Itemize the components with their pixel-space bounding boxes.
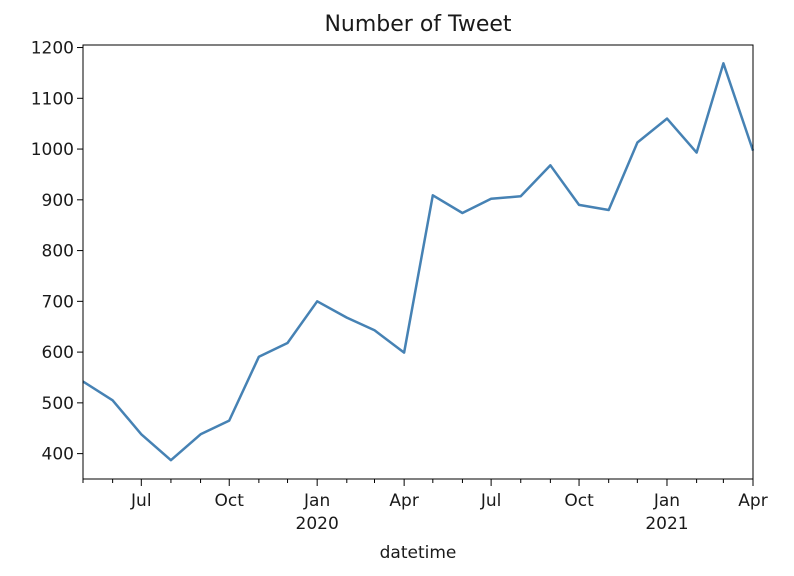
x-axis-label: datetime bbox=[380, 543, 457, 563]
x-tick-year-label: 2021 bbox=[645, 514, 688, 534]
y-tick-label: 600 bbox=[42, 343, 74, 363]
y-tick-label: 800 bbox=[42, 242, 74, 262]
y-tick-label: 900 bbox=[42, 191, 74, 211]
x-tick-label: Apr bbox=[738, 491, 767, 511]
plot-frame bbox=[82, 44, 754, 480]
y-tick-label: 1200 bbox=[31, 39, 74, 59]
x-tick-label: Jan bbox=[303, 491, 330, 511]
x-axis: Jul Oct Jan 2020 Apr Jul Oct Jan 2021 Apr bbox=[82, 479, 768, 534]
x-tick-label: Jul bbox=[130, 491, 152, 511]
x-tick-label: Jan bbox=[653, 491, 680, 511]
chart-title: Number of Tweet bbox=[324, 12, 511, 37]
y-axis: 400 500 600 700 800 900 1000 1100 1200 bbox=[31, 39, 83, 465]
x-tick-year-label: 2020 bbox=[296, 514, 339, 534]
x-tick-label: Oct bbox=[215, 491, 245, 511]
y-tick-label: 700 bbox=[42, 292, 74, 312]
y-tick-label: 1100 bbox=[31, 89, 74, 109]
x-tick-label: Oct bbox=[564, 491, 594, 511]
y-tick-label: 400 bbox=[42, 445, 74, 465]
x-tick-label: Apr bbox=[389, 491, 418, 511]
y-tick-label: 1000 bbox=[31, 140, 74, 160]
series-group bbox=[82, 62, 755, 462]
y-tick-label: 500 bbox=[42, 394, 74, 414]
x-tick-label: Jul bbox=[480, 491, 502, 511]
series-line bbox=[82, 62, 755, 462]
